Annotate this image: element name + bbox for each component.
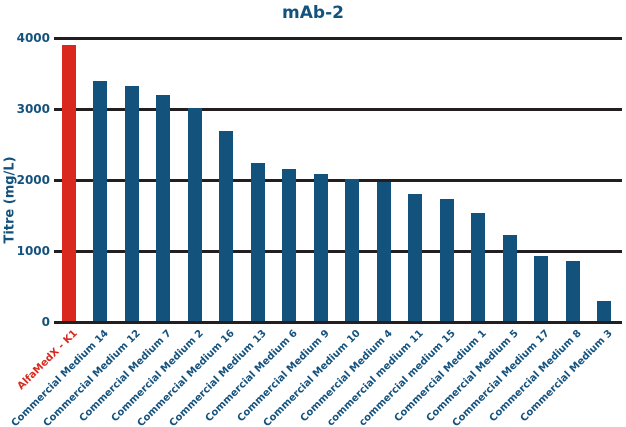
gridline xyxy=(54,249,622,253)
gridline xyxy=(54,178,622,182)
bar xyxy=(345,178,360,322)
y-axis-label: Titre (mg/L) xyxy=(2,156,18,244)
bar xyxy=(156,94,171,322)
y-tick-label: 1000 xyxy=(16,244,50,258)
chart-title: mAb-2 xyxy=(282,3,344,23)
bar xyxy=(471,212,486,322)
y-tick-label: 3000 xyxy=(16,102,50,116)
bar xyxy=(250,162,265,322)
bar xyxy=(502,234,517,322)
bar xyxy=(408,194,423,322)
bar xyxy=(439,199,454,322)
bar xyxy=(565,260,580,322)
bar xyxy=(219,131,234,322)
bar xyxy=(376,182,391,322)
plot-area xyxy=(54,36,622,324)
bar xyxy=(187,107,202,322)
bar xyxy=(124,85,139,322)
y-tick-label: 2000 xyxy=(16,173,50,187)
y-tick-label: 0 xyxy=(41,315,50,329)
bar xyxy=(313,174,328,322)
gridline xyxy=(54,107,622,111)
bar xyxy=(93,80,108,322)
y-tick-label: 4000 xyxy=(16,31,50,45)
bar xyxy=(596,300,611,322)
bar xyxy=(534,255,549,322)
gridline xyxy=(54,36,622,40)
bar xyxy=(282,169,297,322)
bar-highlight xyxy=(62,45,76,322)
x-axis-baseline xyxy=(54,320,622,324)
